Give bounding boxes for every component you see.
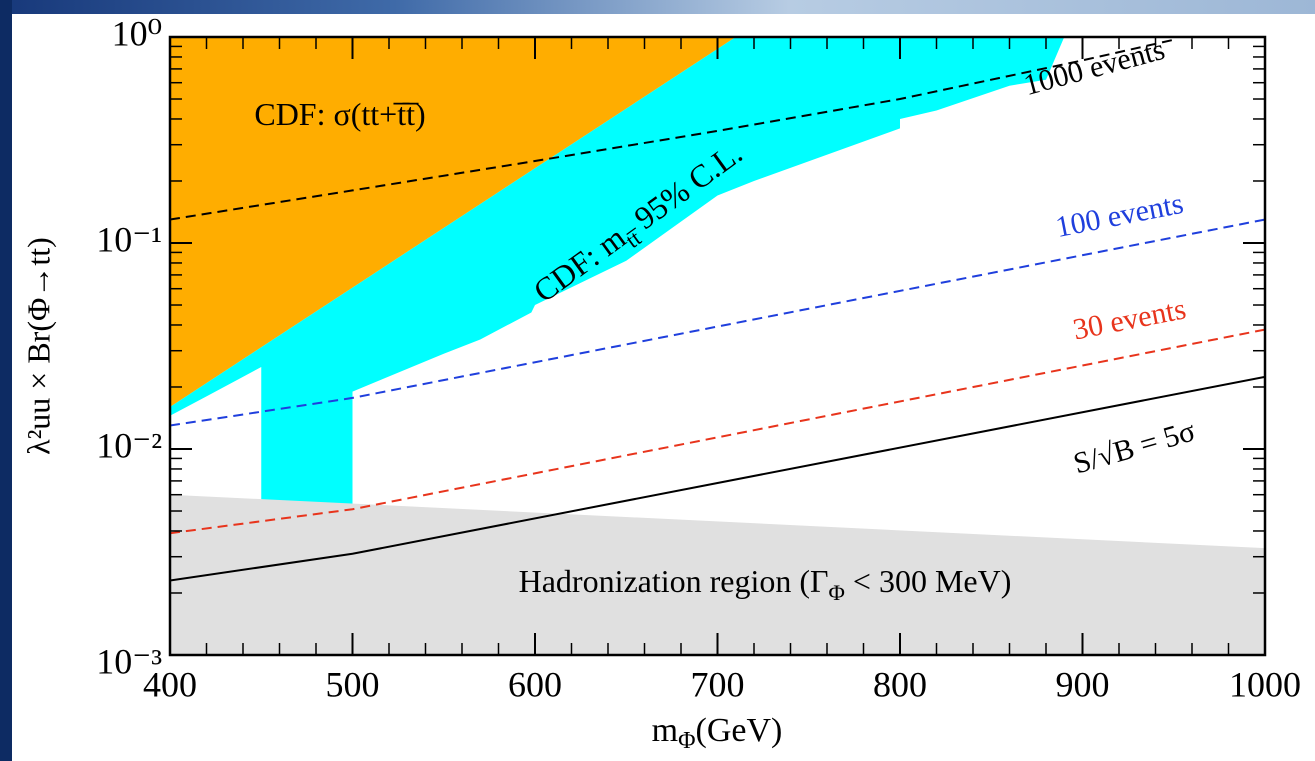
region (170, 494, 1265, 655)
x-axis-title: mΦ(GeV) (652, 712, 783, 755)
series-line (170, 218, 1265, 427)
series-label: 100 events (1053, 187, 1186, 244)
series-label: 30 events (1070, 292, 1188, 346)
y-tick-label: 10⁻¹ (96, 219, 162, 259)
x-tick-label: 400 (143, 664, 197, 704)
region-label-rest: < 300 MeV) (845, 563, 1011, 599)
y-axis-title: λ²uu × Br(Φ→tt) (20, 237, 56, 455)
y-tick-label: 10⁻² (96, 425, 162, 465)
x-tick-label: 500 (326, 664, 380, 704)
overlay: 400 500 600 700 800 900 100010⁰10⁻¹10⁻²10⁻³mΦ(… (20, 13, 1301, 754)
region-label-main: CDF: σ(tt+t̅t̅) (254, 96, 425, 132)
series-line (170, 38, 1174, 221)
y-tick-label: 10⁻³ (96, 641, 162, 681)
x-tick-label: 700 (691, 664, 745, 704)
y-tick-label: 10⁰ (112, 13, 162, 53)
series-label: S/√B = 5σ (1070, 414, 1199, 480)
top-band (0, 0, 1315, 14)
series-line (170, 328, 1265, 535)
left-band (0, 0, 12, 761)
x-tick-label: 900 (1056, 664, 1110, 704)
region (170, 37, 1065, 567)
x-tick-label: 600 (508, 664, 562, 704)
x-tick-label: 1000 (1229, 664, 1301, 704)
plot-area (170, 37, 1265, 655)
x-tick-label: 800 (873, 664, 927, 704)
x-axis-title-sub: Φ (678, 728, 695, 754)
series-line (170, 375, 1265, 582)
region-label-main: Hadronization region (Γ (519, 563, 829, 599)
region-label: Hadronization region (ΓΦ < 300 MeV) (519, 563, 1012, 605)
x-axis-title-main: m (652, 712, 678, 749)
region-label: CDF: σ(tt+t̅t̅) (254, 96, 425, 132)
x-axis-title-rest: (GeV) (696, 712, 783, 749)
region-label-sub: Φ (829, 580, 845, 605)
